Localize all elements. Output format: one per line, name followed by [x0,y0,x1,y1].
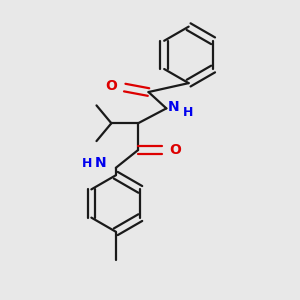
Text: O: O [169,143,181,157]
Text: N: N [168,100,179,114]
Text: H: H [82,157,92,170]
Text: H: H [183,106,193,119]
Text: O: O [105,79,117,93]
Text: N: N [95,156,106,170]
